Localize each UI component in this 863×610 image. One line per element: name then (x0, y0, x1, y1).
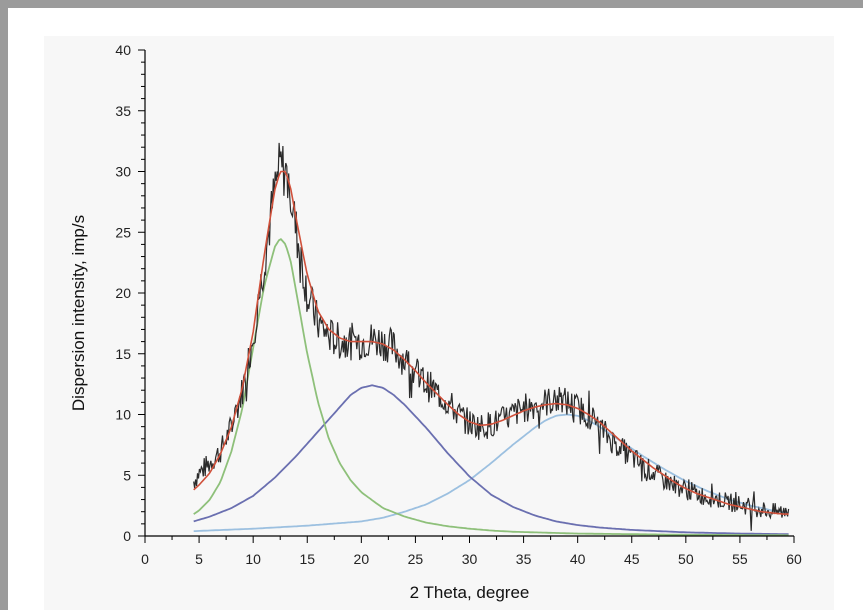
x-tick-label: 40 (570, 551, 586, 567)
series-fit-line (193, 170, 789, 515)
x-tick-label: 45 (624, 551, 640, 567)
series-measured-line (193, 142, 790, 531)
y-tick-label: 10 (115, 407, 131, 423)
x-tick-label: 10 (245, 551, 261, 567)
axes-group (144, 50, 794, 537)
y-tick-label: 20 (115, 285, 131, 301)
x-tick-label: 20 (354, 551, 370, 567)
x-tick-label: 50 (678, 551, 694, 567)
series-peak1-line (193, 238, 789, 537)
x-axis-title: 2 Theta, degree (410, 583, 530, 602)
x-tick-label: 30 (462, 551, 478, 567)
x-tick-label: 0 (141, 551, 149, 567)
y-tick-label: 15 (115, 346, 131, 362)
series-peak2-line (193, 384, 789, 536)
x-tick-label: 55 (732, 551, 748, 567)
plot-panel (44, 36, 834, 610)
x-tick-label: 35 (516, 551, 532, 567)
y-tick-label: 30 (115, 164, 131, 180)
curves-group (193, 142, 790, 537)
y-tick-label: 40 (115, 42, 131, 58)
ticks-group: 0 5 10 15 20 25 30 35 40 45 50 55 60 0 5 10 15 20 25 30 35 40 (115, 42, 802, 567)
y-tick-label: 25 (115, 224, 131, 240)
y-axis-title: Dispersion intensity, imp/s (69, 215, 88, 411)
x-tick-label: 5 (195, 551, 203, 567)
y-tick-label: 35 (115, 103, 131, 119)
x-tick-label: 60 (786, 551, 802, 567)
y-tick-label: 5 (123, 467, 131, 483)
x-tick-label: 25 (408, 551, 424, 567)
y-tick-label: 0 (123, 528, 131, 544)
figure-frame (8, 8, 863, 610)
x-tick-label: 15 (299, 551, 315, 567)
